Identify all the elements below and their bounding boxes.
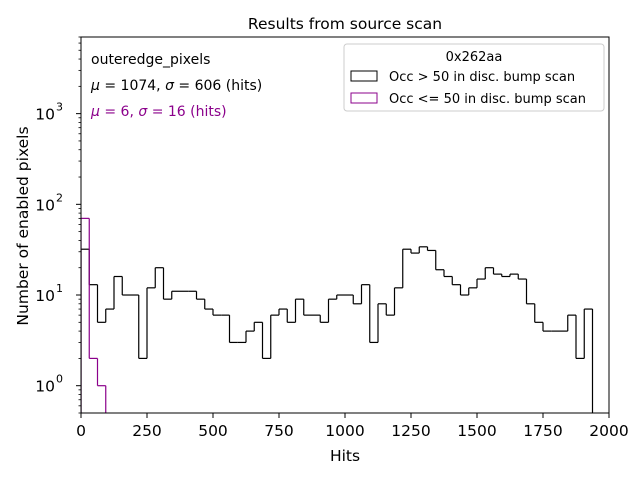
y-tick-base: 10 xyxy=(35,196,55,214)
sigma-symbol: σ xyxy=(165,78,175,94)
legend: 0x262aa Occ > 50 in disc. bump scan Occ … xyxy=(343,43,605,112)
mu-symbol: μ xyxy=(90,78,100,94)
mu-value: = 6, xyxy=(100,104,138,120)
legend-swatch-occ-le-50 xyxy=(350,92,378,104)
annotation-stats-main: μ = 1074, σ = 606 (hits) xyxy=(90,78,262,94)
legend-title: 0x262aa xyxy=(446,50,503,65)
mu-symbol: μ xyxy=(90,104,100,120)
x-tick-label: 1500 xyxy=(457,422,496,440)
chart-title: Results from source scan xyxy=(248,15,442,33)
annotation-stats-low: μ = 6, σ = 16 (hits) xyxy=(90,104,227,120)
y-tick-label: 10 xyxy=(35,106,55,124)
x-axis-ticks: 0 250 500 750 1000 1250 1500 1750 2000 xyxy=(76,413,629,440)
legend-box xyxy=(343,43,605,112)
legend-swatch-occ-gt-50 xyxy=(350,70,378,82)
x-tick-label: 1000 xyxy=(325,422,364,440)
x-axis-label: Hits xyxy=(330,447,360,465)
y-tick-label: 10 xyxy=(35,287,55,305)
legend-entry-occ-le-50: Occ <= 50 in disc. bump scan xyxy=(389,92,586,107)
x-tick-label: 1250 xyxy=(391,422,430,440)
x-tick-label: 250 xyxy=(132,422,162,440)
x-tick-label: 1750 xyxy=(523,422,562,440)
y-tick-exponent: 2 xyxy=(56,191,63,204)
sigma-symbol: σ xyxy=(138,104,148,120)
y-axis-label: Number of enabled pixels xyxy=(14,126,32,325)
x-tick-label: 0 xyxy=(76,422,86,440)
y-tick-exponent: 0 xyxy=(56,373,63,386)
series-1 xyxy=(81,217,107,413)
y-tick-label: 10 xyxy=(35,378,55,396)
sigma-value: = 606 (hits) xyxy=(174,78,262,94)
mu-value: = 1074, xyxy=(100,78,165,94)
annotation-dataset-name: outeredge_pixels xyxy=(91,52,210,68)
annotations: outeredge_pixels μ = 1074, σ = 606 (hits… xyxy=(90,52,262,120)
x-tick-label: 500 xyxy=(198,422,228,440)
y-tick-base: 10 xyxy=(35,106,55,124)
legend-entry-occ-gt-50: Occ > 50 in disc. bump scan xyxy=(389,70,575,85)
y-tick-base: 10 xyxy=(35,287,55,305)
y-tick-exponent: 3 xyxy=(56,101,63,114)
x-tick-label: 750 xyxy=(264,422,294,440)
series-layer xyxy=(81,217,594,413)
y-tick-base: 10 xyxy=(35,378,55,396)
x-tick-label: 2000 xyxy=(589,422,628,440)
y-tick-exponent: 1 xyxy=(56,282,63,295)
y-tick-label: 10 xyxy=(35,196,55,214)
sigma-value: = 16 (hits) xyxy=(147,104,226,120)
series-0 xyxy=(81,246,594,413)
